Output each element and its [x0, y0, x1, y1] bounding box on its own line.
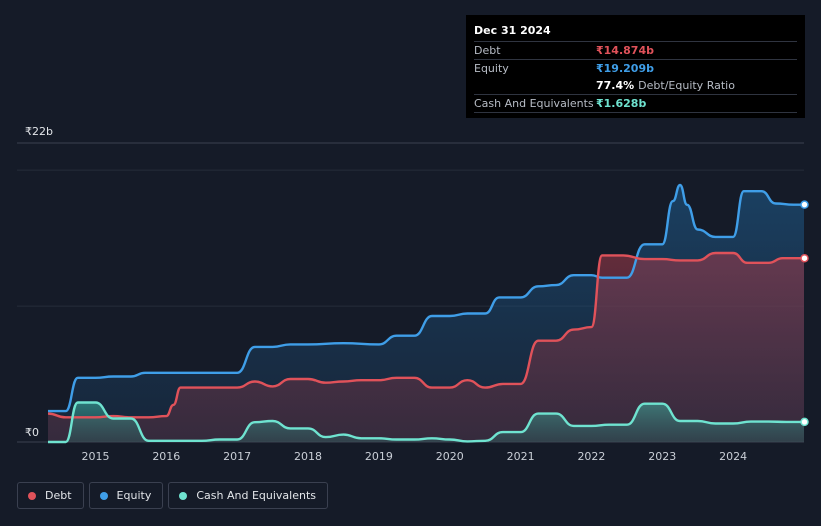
area-cash-and-equivalents — [48, 402, 804, 442]
x-tick-label: 2017 — [223, 450, 251, 463]
x-tick-label: 2021 — [507, 450, 535, 463]
x-tick-label: 2019 — [365, 450, 393, 463]
legend-label: Debt — [45, 489, 72, 502]
series-areas — [48, 185, 804, 442]
legend-dot-icon — [28, 491, 36, 500]
area-debt — [48, 253, 804, 442]
tooltip-label: Equity — [474, 62, 509, 75]
x-tick-label: 2023 — [648, 450, 676, 463]
tooltip-row-equity: Equity ₹19.209b — [474, 59, 797, 77]
y-axis-ticks: ₹22b ₹0 — [25, 125, 53, 439]
tooltip-label: Debt — [474, 44, 501, 57]
legend-label: Equity — [116, 489, 152, 502]
tooltip-row-ratio: 77.4% Debt/Equity Ratio — [474, 77, 797, 94]
line-debt — [47, 251, 804, 419]
legend-dot-icon — [179, 491, 188, 500]
x-axis-ticks: 2015 2016 2017 2018 2019 2020 2021 2022 2023 2024 — [81, 450, 747, 463]
legend-item-cash[interactable]: Cash And Equivalents — [168, 482, 328, 509]
tooltip-value: ₹1.628b — [596, 97, 647, 110]
legend-item-debt[interactable]: Debt — [17, 482, 84, 509]
series-lines — [47, 183, 804, 444]
legend-item-equity[interactable]: Equity — [88, 482, 164, 509]
y-tick-label: ₹0 — [25, 426, 39, 439]
tooltip-row-debt: Debt ₹14.874b — [474, 41, 797, 59]
y-tick-label: ₹22b — [25, 125, 53, 138]
chart-legend: Debt Equity Cash And Equivalents — [17, 482, 333, 509]
tooltip-panel: Dec 31 2024 Debt ₹14.874b Equity ₹19.209… — [466, 15, 805, 118]
tooltip-value: ₹19.209b — [596, 62, 654, 75]
tooltip-label: Cash And Equivalents — [474, 97, 594, 110]
x-tick-label: 2018 — [294, 450, 322, 463]
end-marker-cash-and-equivalents — [800, 417, 809, 427]
tooltip-value: 77.4% — [596, 79, 635, 92]
legend-dot-icon — [99, 491, 108, 500]
x-tick-label: 2024 — [719, 450, 747, 463]
x-tick-label: 2022 — [577, 450, 605, 463]
tooltip-ratio-label: Debt/Equity Ratio — [638, 79, 735, 92]
legend-label: Cash And Equivalents — [196, 489, 316, 502]
line-cash-and-equivalents — [48, 401, 804, 444]
line-equity — [47, 183, 804, 413]
end-marker-equity — [800, 200, 809, 209]
end-marker-debt — [800, 253, 809, 263]
x-tick-label: 2020 — [436, 450, 464, 463]
x-tick-label: 2016 — [152, 450, 180, 463]
series-end-markers — [800, 200, 809, 427]
x-tick-label: 2015 — [81, 450, 109, 463]
tooltip-label — [474, 77, 596, 94]
tooltip-row-cash: Cash And Equivalents ₹1.628b — [474, 94, 797, 112]
tooltip-value: ₹14.874b — [596, 44, 654, 57]
tooltip-date: Dec 31 2024 — [474, 24, 551, 37]
tooltip-bottom-divider — [474, 112, 797, 114]
